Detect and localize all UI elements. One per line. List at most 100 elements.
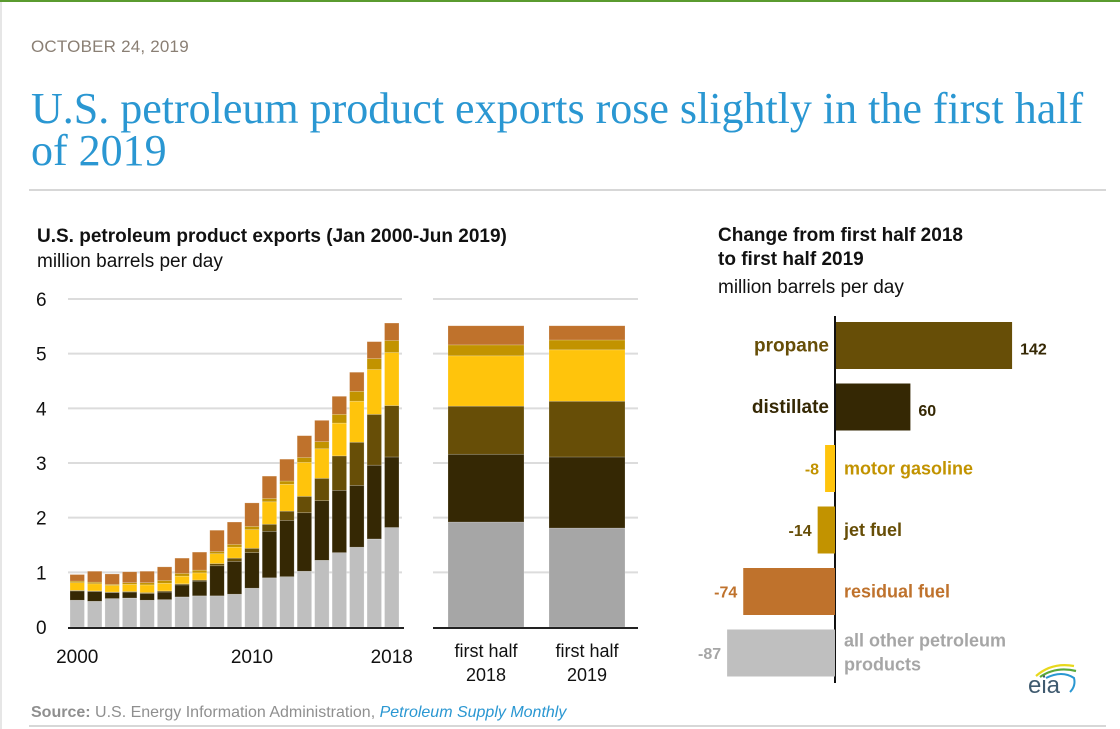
- half-bar-segment-propane-0: [447, 405, 525, 455]
- change-bar-distillate: [836, 383, 911, 431]
- change-bar-jet: [817, 506, 835, 554]
- bar-segment-propane-2012: [279, 510, 295, 521]
- bar-segment-jet-2006: [174, 573, 190, 577]
- bar-segment-other-2012: [279, 576, 295, 628]
- right-chart-title-line-1: Change from first half 2018: [718, 225, 963, 246]
- bar-segment-distillate-2003: [122, 591, 138, 599]
- bar-segment-jet-2007: [192, 569, 208, 574]
- right-chart-units: million barrels per day: [718, 277, 904, 298]
- change-value-label: 60: [918, 403, 936, 420]
- bar-segment-residual-2003: [122, 571, 138, 584]
- y-tick-label: 0: [36, 618, 47, 639]
- bar-segment-residual-2007: [192, 551, 208, 571]
- bar-segment-residual-2005: [157, 566, 173, 581]
- change-value-label: -87: [698, 646, 721, 663]
- bar-segment-gasoline-2001: [87, 583, 103, 592]
- y-tick-label: 6: [36, 290, 47, 311]
- bar-segment-gasoline-2004: [139, 584, 155, 593]
- change-category-label: jet fuel: [843, 520, 902, 540]
- y-tick-label: 1: [36, 563, 47, 584]
- top-accent-bar: [0, 0, 1120, 2]
- bar-segment-residual-2011: [261, 475, 277, 499]
- half-category-label: 2019: [567, 665, 607, 685]
- bar-segment-residual-2006: [174, 557, 190, 574]
- bar-segment-distillate-2007: [192, 580, 208, 597]
- y-tick-label: 2: [36, 509, 47, 530]
- y-tick-label: 4: [36, 399, 47, 420]
- bar-segment-other-2017: [366, 538, 382, 628]
- source-note: Source: U.S. Energy Information Administ…: [31, 704, 566, 722]
- half-category-label: first half: [454, 641, 518, 661]
- bar-segment-distillate-2001: [87, 591, 103, 602]
- bar-segment-residual-2000: [69, 574, 85, 582]
- bar-segment-propane-2014: [314, 477, 330, 502]
- bar-segment-residual-2004: [139, 570, 155, 584]
- bar-segment-other-2003: [122, 597, 138, 628]
- bar-segment-other-2011: [261, 577, 277, 628]
- eia-logo-text: eia: [1028, 672, 1061, 698]
- half-bar-segment-gasoline-0: [447, 355, 525, 407]
- bar-segment-propane-2015: [331, 455, 347, 491]
- bar-segment-gasoline-2010: [244, 529, 260, 549]
- change-category-label: all other petroleum: [844, 631, 1006, 651]
- bar-segment-jet-2014: [314, 441, 330, 450]
- change-value-label: -74: [714, 585, 737, 602]
- right-chart-title: Change from first half 2018 to first hal…: [718, 224, 963, 272]
- half-bar-segment-propane-1: [548, 400, 626, 458]
- bar-segment-distillate-2016: [349, 485, 365, 548]
- half-bar-segment-other_half-0: [447, 521, 525, 628]
- bar-segment-residual-2015: [331, 395, 347, 415]
- bar-segment-other-2018: [384, 527, 400, 628]
- bar-segment-distillate-2015: [331, 490, 347, 553]
- bar-segment-distillate-2010: [244, 552, 260, 589]
- bar-segment-gasoline-2017: [366, 369, 382, 415]
- x-tick-label: 2010: [231, 647, 273, 668]
- bar-segment-other-2015: [331, 552, 347, 628]
- half-category-label: 2018: [466, 665, 506, 685]
- bar-segment-residual-2012: [279, 458, 295, 482]
- bar-segment-gasoline-2002: [104, 585, 120, 593]
- half-bar-segment-residual-1: [548, 325, 626, 341]
- bar-segment-residual-2010: [244, 502, 260, 527]
- bar-segment-propane-2011: [261, 523, 277, 532]
- bar-segment-residual-2009: [226, 521, 243, 545]
- bar-segment-distillate-2002: [104, 592, 120, 599]
- bar-segment-residual-2013: [296, 435, 312, 458]
- bar-segment-gasoline-2018: [384, 352, 400, 406]
- bar-segment-other-2005: [157, 599, 173, 628]
- bar-segment-propane-2008: [209, 563, 225, 567]
- bar-segment-other-2010: [244, 587, 260, 628]
- change-bar-residual: [743, 568, 835, 615]
- half-bar-segment-residual-0: [447, 325, 525, 346]
- half-bar-segment-gasoline-1: [548, 349, 626, 402]
- bar-segment-jet-2005: [157, 580, 173, 584]
- bar-segment-distillate-2014: [314, 500, 330, 561]
- right-chart-title-line-2: to first half 2019: [718, 249, 864, 270]
- bar-segment-jet-2018: [384, 340, 400, 353]
- bar-segment-other-2009: [226, 593, 243, 628]
- x-tick-label: 2018: [371, 647, 413, 668]
- bar-segment-jet-2004: [139, 582, 155, 586]
- bar-segment-distillate-2004: [139, 593, 155, 601]
- bar-segment-other-2006: [174, 596, 190, 628]
- left-border: [0, 2, 2, 729]
- change-value-label: 142: [1020, 342, 1047, 359]
- bar-segment-jet-2011: [261, 498, 277, 503]
- bar-segment-residual-2001: [87, 570, 103, 583]
- bar-segment-other-2013: [296, 570, 312, 628]
- bar-segment-gasoline-2009: [226, 546, 243, 559]
- half-bar-segment-distillate-1: [548, 456, 626, 529]
- source-publication-link[interactable]: Petroleum Supply Monthly: [379, 704, 567, 721]
- bar-segment-other-2016: [349, 546, 365, 628]
- half-bar-segment-jet-0: [447, 344, 525, 357]
- half-bar-segment-jet-1: [548, 339, 626, 351]
- bar-segment-distillate-2018: [384, 456, 400, 528]
- bar-segment-residual-2008: [209, 529, 225, 552]
- source-label: Source:: [31, 704, 91, 721]
- bar-segment-residual-2002: [104, 573, 120, 585]
- change-category-label: motor gasoline: [844, 459, 973, 479]
- left-chart-units: million barrels per day: [37, 251, 223, 272]
- bar-segment-other-2014: [314, 560, 330, 628]
- change-category-label: propane: [754, 336, 829, 357]
